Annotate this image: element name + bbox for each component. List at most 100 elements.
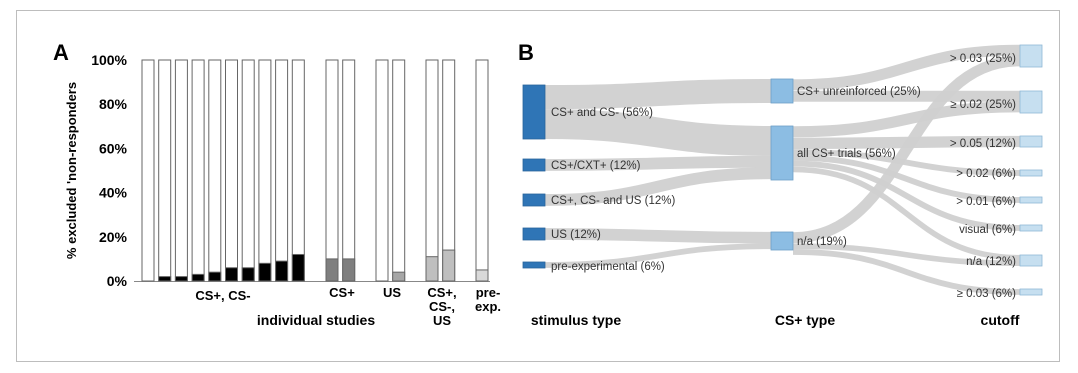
sankey-node-stimulus-bar [522, 84, 546, 140]
sankey-node-cutoff-bar [1019, 224, 1043, 232]
panel-a-bar-total [325, 59, 339, 282]
sankey-node-cutoff-bar [1019, 135, 1043, 148]
panel-a-group-label: US [383, 285, 401, 300]
panel-a-bar-total [208, 59, 222, 282]
sankey-node-cutoff-label: visual (6%) [959, 224, 1016, 236]
panel-a-y-tick-label: 60% [99, 140, 128, 156]
panel-a-bar-total [442, 59, 456, 282]
panel-a-bar-excluded [158, 276, 172, 282]
panel-a-bar-excluded [475, 269, 489, 282]
panel-a-group-label: exp. [475, 299, 501, 314]
panel-b-letter: B [518, 40, 534, 65]
sankey-link-stimulus-to-cs-type [544, 243, 772, 268]
sankey-node-stimulus-label: pre-experimental (6%) [551, 261, 665, 273]
panel-a-group-label: CS+, CS- [195, 288, 250, 303]
sankey-link-cs-type-to-cutoff [792, 248, 1021, 295]
sankey-node-cutoff-bar [1019, 169, 1043, 177]
panel-b-sankey: B CS+ and CS- (56%) CS+/CXT+ (12%) CS+, CS… [518, 40, 1043, 328]
sankey-column-title: CS+ type [775, 312, 836, 328]
panel-a-y-axis-label: % excluded 'non-responders [64, 82, 79, 259]
sankey-link-cs-type-to-cutoff [792, 166, 1021, 261]
sankey-node-cutoff-label: > 0.03 (25%) [950, 53, 1016, 65]
sankey-link-cs-type-to-cutoff [792, 243, 1021, 267]
panel-a-bar-total [258, 59, 272, 282]
sankey-node-cs-type-label: CS+ unreinforced (25%) [797, 86, 921, 98]
panel-a-bar-total [158, 59, 172, 282]
sankey-node-cs-type-bar [770, 231, 794, 251]
panel-a-bar-excluded [208, 271, 222, 282]
sankey-node-stimulus-bar [522, 261, 546, 269]
panel-a-bar-total [392, 59, 406, 282]
sankey-node-stimulus-label: CS+, CS- and US (12%) [551, 195, 675, 207]
sankey-node-cutoff-label: ≥ 0.02 (25%) [950, 99, 1016, 111]
sankey-node-cutoff-bar [1019, 90, 1043, 114]
panel-a-bar-excluded [241, 267, 255, 282]
sankey-link-stimulus-to-cs-type [544, 109, 772, 156]
sankey-node-cutoff-bar [1019, 288, 1043, 296]
sankey-node-stimulus-bar [522, 193, 546, 207]
sankey-link-cs-type-to-cutoff [792, 44, 1021, 91]
sankey-node-cs-type-bar [770, 125, 794, 181]
sankey-node-cs-type-bar [770, 78, 794, 104]
panel-a-y-tick-label: 40% [99, 185, 128, 201]
sankey-link-stimulus-to-cs-type [544, 155, 772, 171]
panel-a-bar-excluded [225, 267, 238, 282]
sankey-node-cutoff-label: > 0.01 (6%) [956, 196, 1016, 208]
sankey-node-cs-type-label: all CS+ trials (56%) [797, 148, 896, 160]
sankey-node-stimulus-label: CS+ and CS- (56%) [551, 107, 653, 119]
sankey-link-cs-type-to-cutoff [792, 149, 1021, 176]
panel-a-bar-total [425, 59, 439, 282]
sankey-node-cutoff-bar [1019, 44, 1043, 68]
panel-a-x-axis-label: individual studies [257, 312, 375, 328]
sankey-node-cutoff-label: ≥ 0.03 (6%) [957, 288, 1017, 300]
sankey-node-stimulus-bar [522, 227, 546, 241]
panel-a-bar-total [375, 59, 389, 282]
panel-a-group-label: CS+ [329, 285, 355, 300]
panel-a-bar-total [291, 59, 305, 282]
panel-a-bar-total [342, 59, 356, 282]
sankey-node-cutoff-bar [1019, 254, 1043, 267]
panel-a-bar-excluded [425, 256, 439, 282]
sankey-link-cs-type-to-cutoff [792, 55, 1021, 244]
panel-a-bar-total [174, 59, 188, 282]
panel-a-bar-excluded [325, 258, 339, 282]
sankey-node-cutoff-label: > 0.02 (6%) [956, 168, 1016, 180]
panel-a-bar-excluded [275, 260, 289, 282]
panel-a-bar-total [241, 59, 255, 282]
panel-a-group-label: pre- [476, 285, 501, 300]
sankey-column-title: stimulus type [531, 312, 621, 328]
panel-a-bar-excluded [258, 262, 272, 282]
sankey-column-title: cutoff [981, 312, 1020, 328]
panel-a-bar-chart: A % excluded 'non-responders individual … [53, 40, 501, 328]
panel-a-letter: A [53, 40, 69, 65]
panel-a-y-tick-label: 100% [91, 52, 127, 68]
panel-a-y-tick-label: 80% [99, 96, 128, 112]
sankey-link-cs-type-to-cutoff [792, 101, 1021, 138]
sankey-node-stimulus-label: CS+/CXT+ (12%) [551, 160, 641, 172]
panel-a-group-label: CS-, [429, 299, 455, 314]
panel-a-bar-total [225, 59, 238, 282]
figure-frame [16, 10, 1060, 362]
sankey-node-cs-type-label: n/a (19%) [797, 236, 847, 248]
sankey-node-cutoff-bar [1019, 196, 1043, 204]
panel-a-group-label: CS+, [427, 285, 456, 300]
panel-a-bar-excluded [291, 253, 305, 282]
sankey-link-stimulus-to-cs-type [544, 167, 772, 206]
panel-a-bar-total [141, 59, 155, 282]
panel-a-bar-excluded [174, 276, 188, 282]
panel-a-group-label: US [433, 313, 451, 328]
sankey-link-stimulus-to-cs-type [544, 228, 772, 244]
panel-a-bar-excluded [342, 258, 356, 282]
sankey-link-cs-type-to-cutoff [792, 154, 1021, 203]
panel-a-bar-total [275, 59, 289, 282]
sankey-node-stimulus-label: US (12%) [551, 229, 601, 241]
panel-a-y-tick-label: 20% [99, 229, 128, 245]
panel-a-bar-total [475, 59, 489, 282]
sankey-node-stimulus-bar [522, 158, 546, 172]
panel-a-bar-excluded [191, 273, 205, 282]
sankey-link-cs-type-to-cutoff [792, 160, 1021, 231]
panel-a-bar-excluded [392, 271, 406, 282]
sankey-node-cutoff-label: > 0.05 (12%) [950, 138, 1016, 150]
panel-a-bar-total [191, 59, 205, 282]
